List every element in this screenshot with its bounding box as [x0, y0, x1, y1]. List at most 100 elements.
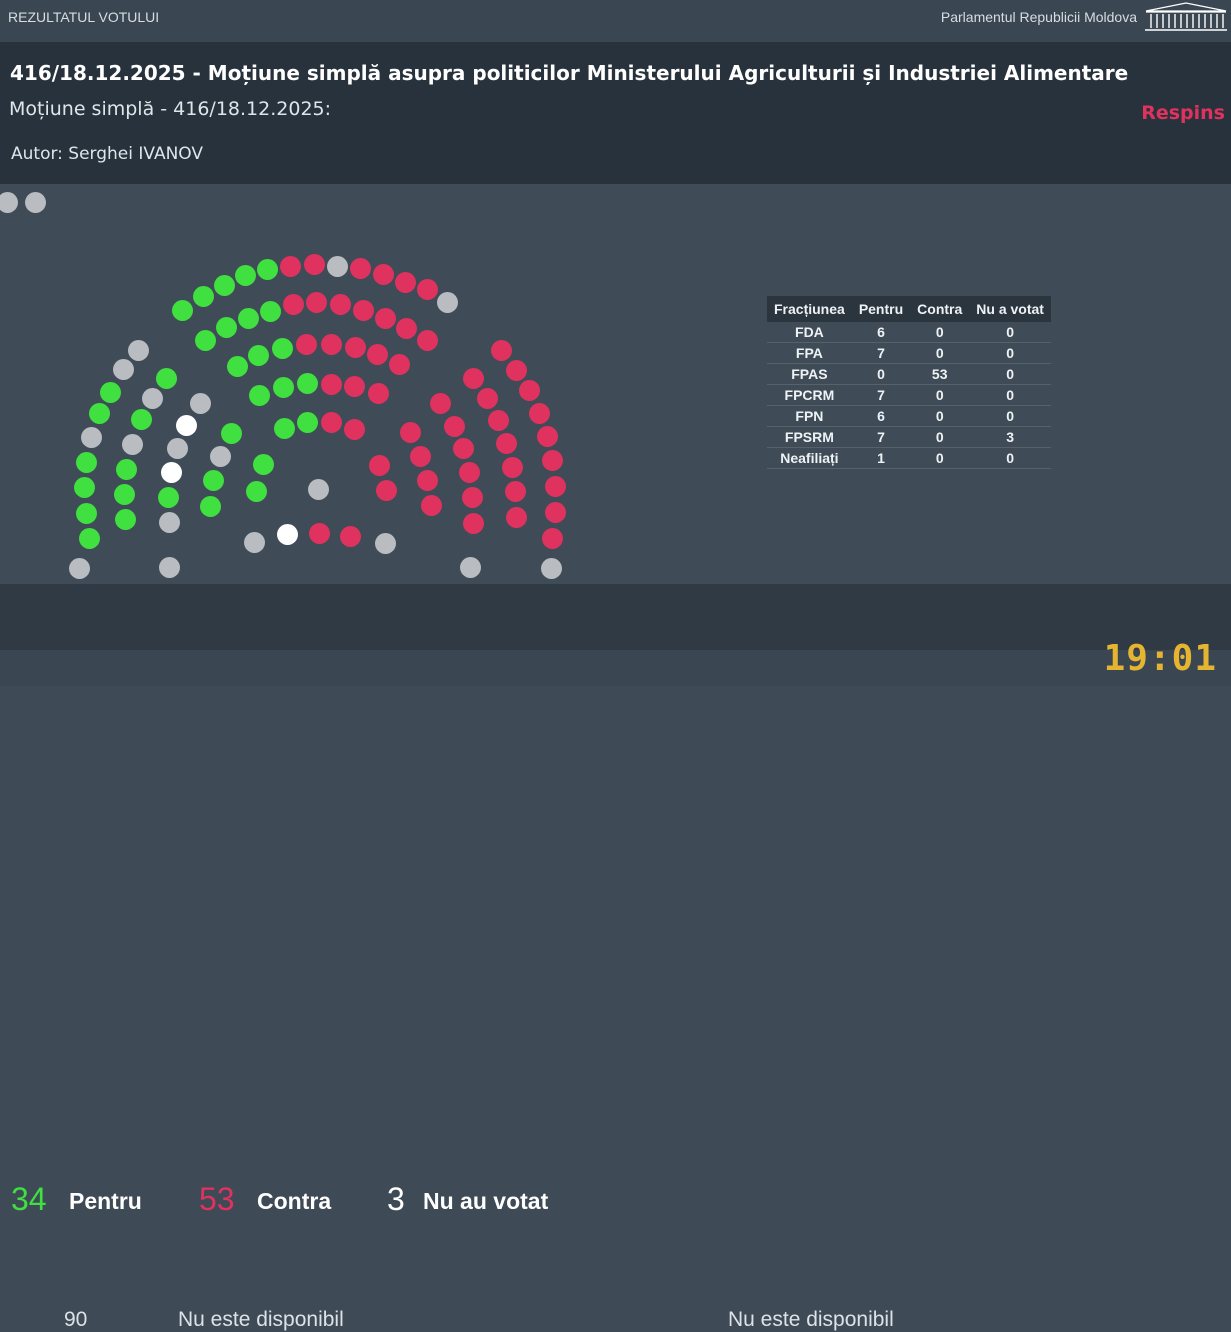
parliament-name: Parlamentul Republicii Moldova [940, 9, 1137, 25]
seat-dot [238, 308, 259, 329]
seat-dot [280, 256, 301, 277]
contra-cell: 0 [910, 447, 970, 469]
seat-dot [389, 354, 410, 375]
column-header: Contra [910, 296, 970, 322]
seat-dot [417, 470, 438, 491]
seat-dot [344, 376, 365, 397]
seat-dot [277, 524, 298, 545]
faction-name: FPN [767, 405, 852, 427]
contra-cell: 0 [910, 322, 970, 343]
seat-dot [519, 380, 540, 401]
seat-dot [76, 503, 97, 524]
parliament-building-icon [1145, 2, 1227, 31]
seat-dot [235, 265, 256, 286]
seat-dot [410, 446, 431, 467]
seat-dot [321, 412, 342, 433]
status-badge: Respins [1141, 102, 1225, 124]
seat-dot [506, 360, 527, 381]
seat-dot [297, 373, 318, 394]
seat-dot [273, 377, 294, 398]
faction-name: FDA [767, 322, 852, 343]
pentru-cell: 7 [851, 384, 911, 406]
seat-dot [462, 487, 483, 508]
contra-cell: 0 [910, 384, 970, 406]
seat-dot [376, 480, 397, 501]
nuvotat-cell: 0 [969, 384, 1051, 406]
seat-dot [221, 423, 242, 444]
seat-dot [115, 509, 136, 530]
seat-dot [306, 292, 327, 313]
seat-dot [463, 368, 484, 389]
faction-name: Neafiliați [767, 447, 852, 469]
nuvotat-cell: 0 [969, 342, 1051, 364]
seat-dot [373, 264, 394, 285]
seat-dot [116, 459, 137, 480]
table-row: FPSRM 7 0 3 [767, 426, 1051, 448]
column-header: Pentru [851, 296, 911, 322]
seat-dot [463, 513, 484, 534]
seat-dot [375, 533, 396, 554]
pentru-cell: 0 [851, 363, 911, 385]
pentru-cell: 7 [851, 342, 911, 364]
motion-title: 416/18.12.2025 - Moțiune simplă asupra p… [10, 61, 1129, 85]
contra-cell: 53 [910, 363, 970, 385]
nuvotat-cell: 3 [969, 426, 1051, 448]
seat-dot [195, 330, 216, 351]
seat-dot [89, 403, 110, 424]
top-bar: REZULTATUL VOTULUI Parlamentul Republici… [0, 0, 1231, 42]
seat-dot [505, 481, 526, 502]
seat-dot [159, 512, 180, 533]
seat-dot [248, 345, 269, 366]
seat-dot [176, 415, 197, 436]
seat-dot [76, 452, 97, 473]
seat-dot [400, 422, 421, 443]
motion-author: Autor: Serghei IVANOV [11, 144, 203, 164]
contra-count: 53 [199, 1181, 235, 1217]
seat-dot [227, 356, 248, 377]
seat-dot [491, 340, 512, 361]
seat-dot [545, 476, 566, 497]
seat-dot [368, 383, 389, 404]
seat-dot [542, 528, 563, 549]
seat-dot [417, 330, 438, 351]
seat-dot [396, 318, 417, 339]
seat-dot [369, 455, 390, 476]
seat-dot [214, 275, 235, 296]
seat-dot [395, 272, 416, 293]
seat-dot [345, 337, 366, 358]
seat-dot [502, 457, 523, 478]
seat-dot [460, 557, 481, 578]
seat-dot [0, 192, 18, 213]
motion-header [0, 42, 1231, 184]
seat-dot [350, 258, 371, 279]
seat-dot [81, 427, 102, 448]
contra-label: Contra [257, 1188, 332, 1214]
contra-cell: 0 [910, 342, 970, 364]
seat-dot [210, 446, 231, 467]
pentru-count: 34 [11, 1181, 47, 1217]
pentru-cell: 1 [851, 447, 911, 469]
seat-dot [417, 279, 438, 300]
table-row: FPN 6 0 0 [767, 405, 1051, 427]
seat-dot [172, 300, 193, 321]
seat-dot [25, 192, 46, 213]
nuvotat-cell: 0 [969, 405, 1051, 427]
seat-dot [321, 334, 342, 355]
seat-dot [453, 438, 474, 459]
seat-dot [537, 426, 558, 447]
nuvotat-cell: 0 [969, 322, 1051, 343]
seat-dot [297, 412, 318, 433]
seat-dot [257, 259, 278, 280]
seat-dot [274, 418, 295, 439]
column-header: Nu a votat [969, 296, 1051, 322]
pentru-cell: 6 [851, 322, 911, 343]
faction-name: FPAS [767, 363, 852, 385]
contra-cell: 0 [910, 405, 970, 427]
seat-dot [100, 382, 121, 403]
table-row: FPA 7 0 0 [767, 342, 1051, 364]
seat-dot [327, 256, 348, 277]
seat-dot [246, 481, 267, 502]
seat-dot [437, 292, 458, 313]
seat-dot [272, 338, 293, 359]
faction-table: Fracțiunea Pentru Contra Nu a votat FDA … [767, 296, 1051, 469]
